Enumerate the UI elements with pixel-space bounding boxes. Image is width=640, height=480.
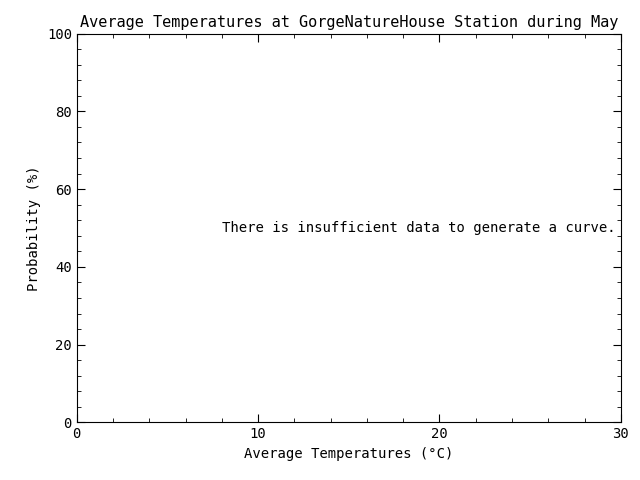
Y-axis label: Probability (%): Probability (%) [28, 165, 41, 291]
X-axis label: Average Temperatures (°C): Average Temperatures (°C) [244, 447, 454, 461]
Text: There is insufficient data to generate a curve.: There is insufficient data to generate a… [222, 221, 616, 235]
Title: Average Temperatures at GorgeNatureHouse Station during May: Average Temperatures at GorgeNatureHouse… [79, 15, 618, 30]
